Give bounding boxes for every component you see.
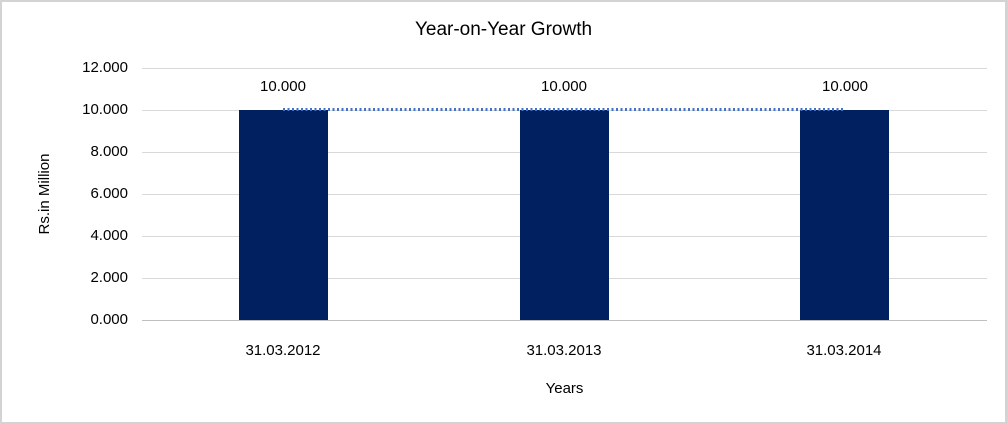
data-label-2012: 10.000: [260, 78, 306, 95]
y-tick-label: 0.000: [90, 311, 128, 328]
data-label-2014: 10.000: [822, 78, 868, 95]
gridline: [142, 68, 987, 69]
y-tick-label: 2.000: [90, 269, 128, 286]
dotted-trendline: [283, 108, 845, 111]
x-tick-label: 31.03.2014: [806, 342, 882, 359]
chart-title: Year-on-Year Growth: [414, 19, 593, 40]
bar-2014: [800, 110, 889, 320]
y-tick-label: 4.000: [90, 227, 128, 244]
data-label-2013: 10.000: [541, 78, 587, 95]
bar-2013: [520, 110, 609, 320]
x-axis-title: Years: [545, 380, 584, 397]
x-tick-label: 31.03.2013: [526, 342, 602, 359]
bar-2012: [239, 110, 328, 320]
plot-area: 10.000 10.000 10.000: [142, 68, 987, 321]
y-tick-label: 8.000: [90, 143, 128, 160]
y-tick-label: 10.000: [82, 101, 128, 118]
y-tick-label: 6.000: [90, 185, 128, 202]
x-tick-label: 31.03.2012: [245, 342, 321, 359]
y-tick-label: 12.000: [82, 59, 128, 76]
x-axis-line: [142, 320, 987, 321]
